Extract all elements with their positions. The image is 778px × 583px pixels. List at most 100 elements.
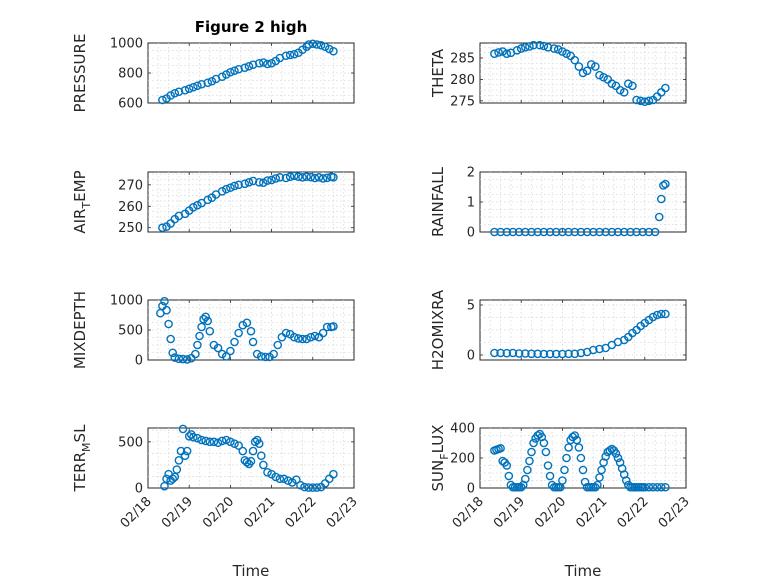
data-point [302,334,311,344]
data-point [628,81,637,91]
x-tick-label: 02/20 [200,494,237,531]
data-point [234,64,243,74]
data-point [615,85,625,95]
data-point [170,88,180,98]
data-point [551,227,561,237]
data-point [597,465,606,475]
data-point [593,480,602,490]
data-point [586,60,596,69]
data-point [246,326,256,336]
data-point [180,85,190,95]
data-point [652,310,662,320]
data-point [502,227,512,237]
data-point [174,87,184,97]
y-tick-label: 0 [467,349,475,364]
data-point [248,60,258,70]
data-point [316,40,326,50]
data-point [580,477,590,487]
data-point [514,227,524,237]
data-point [197,79,206,89]
data-point [234,441,243,450]
data-point [298,173,307,182]
data-point [234,328,243,338]
data-point [322,173,332,183]
data-point [521,349,530,358]
data-point [329,469,338,479]
data-point [640,482,650,492]
data-point [558,47,567,56]
data-point [203,78,213,88]
data-point [230,337,239,347]
data-point [582,227,592,237]
subplot-air-temp: 250 260 270 AIRTEMP [71,170,355,236]
data-point [656,309,666,319]
y-axis-label: MIXDEPTH [71,291,89,369]
y-tick-label: 270 [118,178,143,193]
data-point [271,472,281,482]
x-tick-label: 02/22 [615,494,652,531]
data-point [525,42,534,51]
x-tick-label: 02/21 [241,494,278,531]
data-point [661,482,670,492]
data-point [508,227,518,237]
data-point [256,451,266,460]
data-point [661,83,670,93]
data-point [191,349,200,359]
y-tick-label: 260 [118,200,143,215]
subplot-rainfall: 0 1 2 RAINFALL [429,166,687,241]
axes-box [479,171,687,233]
data-point [553,45,563,54]
data-point [496,227,505,237]
data-point [281,51,291,61]
data-point [244,61,254,71]
data-point [644,227,654,237]
data-point [601,452,610,461]
data-point [490,227,499,237]
data-point [240,179,250,189]
data-point [661,179,670,189]
data-point [304,40,313,49]
y-tick-label: 0 [135,354,143,369]
data-point [166,91,175,100]
data-point [545,349,555,359]
data-point [248,446,258,456]
data-point [599,72,608,82]
data-point [496,348,505,358]
data-point [572,435,582,445]
data-point [197,322,206,332]
data-point [523,465,532,475]
data-point [549,44,559,53]
data-point [279,474,289,484]
data-point [308,39,318,49]
data-point [213,343,223,353]
data-point [601,227,610,237]
data-point [230,439,239,448]
data-point [314,173,324,182]
data-point [203,195,213,205]
data-point [221,184,231,194]
data-point [289,49,299,59]
data-point [595,70,604,80]
data-point [527,447,536,457]
y-tick-label: 1 [467,196,475,211]
data-point [318,328,328,338]
subplot-terr-msl: 0 500 02/18 02/19 02/20 02/21 02/22 02/23 TERRMS… [71,424,361,580]
data-point [490,348,499,358]
data-point [213,438,223,448]
y-axis-label: SUNFLUX [429,425,451,492]
data-point [189,82,198,92]
data-point [648,312,658,322]
data-point [178,424,188,434]
data-point [267,58,276,68]
data-point [203,316,213,326]
y-axis-label: PRESSURE [71,34,89,113]
data-point [562,453,571,463]
data-point [168,474,178,484]
x-tick-label: 02/18 [118,494,155,531]
data-point [527,227,536,237]
data-point [564,443,573,452]
data-point [570,227,580,237]
data-point [178,354,188,364]
data-point [656,194,666,204]
